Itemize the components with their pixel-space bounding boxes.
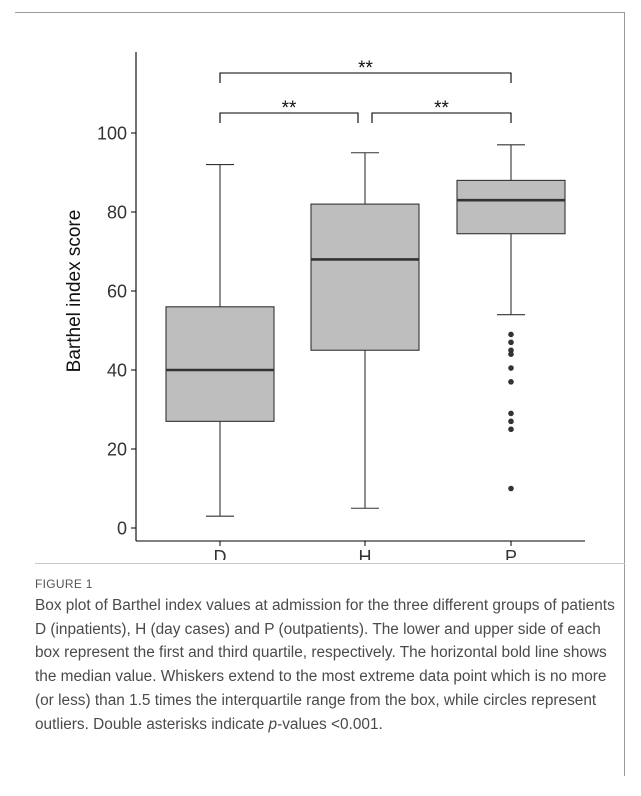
outlier-point <box>508 379 514 385</box>
outlier-point <box>508 331 514 338</box>
y-tick-label: 0 <box>117 519 127 539</box>
y-tick-label: 80 <box>107 203 127 223</box>
y-tick-label: 40 <box>107 361 127 381</box>
x-tick-label: D <box>214 547 227 560</box>
figure-caption: FIGURE 1 Box plot of Barthel index value… <box>35 577 615 736</box>
significance-bracket <box>219 112 359 123</box>
significance-label: ** <box>282 98 297 119</box>
caption-text: Box plot of Barthel index values at admi… <box>35 594 615 736</box>
x-tick-label: P <box>505 547 517 560</box>
y-tick-label: 20 <box>107 440 127 460</box>
outlier-point <box>508 485 514 492</box>
figure-frame <box>15 12 625 776</box>
caption-text-end: -values <0.001. <box>277 715 383 733</box>
outlier-point <box>508 426 514 433</box>
figure-label: FIGURE 1 <box>35 577 93 591</box>
box-plot-chart: 0 20 40 60 80 100 D H P ** ** ** Barthel index sco… <box>64 52 585 560</box>
significance-label: ** <box>434 98 449 119</box>
outlier-point <box>508 418 514 425</box>
chart-boxes <box>165 144 566 517</box>
outlier-point <box>508 347 514 354</box>
caption-divider <box>35 563 625 564</box>
outlier-point <box>508 339 514 346</box>
iqr-box <box>310 203 420 351</box>
outlier-point <box>508 351 514 358</box>
significance-bracket <box>371 112 512 123</box>
iqr-box <box>456 179 566 235</box>
y-tick-label: 60 <box>107 282 127 302</box>
caption-p-symbol: p <box>268 715 278 733</box>
significance-label: ** <box>358 58 373 79</box>
outlier-point <box>508 365 514 371</box>
outlier-point <box>508 410 514 417</box>
chart-axes: 0 20 40 60 80 100 D H P <box>97 52 585 560</box>
x-tick-label: H <box>359 547 372 560</box>
y-tick-label: 100 <box>97 124 127 144</box>
significance-bracket <box>219 72 512 83</box>
y-axis-label: Barthel index score <box>64 210 85 373</box>
iqr-box <box>165 306 275 422</box>
caption-text-main: Box plot of Barthel index values at admi… <box>35 597 615 733</box>
significance-brackets: ** ** ** <box>219 58 512 123</box>
